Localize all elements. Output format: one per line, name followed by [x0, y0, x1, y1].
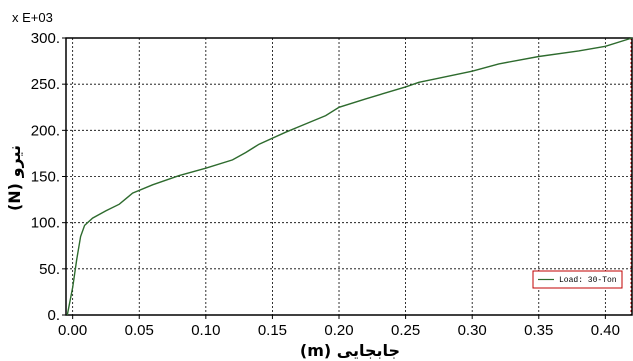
- y-tick-label: 50.: [39, 261, 60, 278]
- x-tick-label: 0.25: [391, 322, 420, 339]
- y-tick-label: 300.: [31, 30, 60, 47]
- y-axis-multiplier: x E+03: [12, 10, 53, 25]
- x-tick-label: 0.35: [524, 322, 553, 339]
- x-tick-label: 0.15: [258, 322, 287, 339]
- x-tick-label: 0.00: [58, 322, 87, 339]
- legend: Load: 30-Ton: [532, 270, 623, 289]
- legend-box: [532, 270, 623, 289]
- x-tick-label: 0.20: [324, 322, 353, 339]
- legend-label: Load: 30-Ton: [559, 276, 617, 285]
- series-layer: [66, 37, 633, 316]
- x-tick-label: 0.40: [591, 322, 620, 339]
- y-tick-label: 150.: [31, 169, 60, 186]
- x-axis-title: جابجایی (m): [300, 341, 400, 360]
- x-tick-label: 0.10: [191, 322, 220, 339]
- x-tick-label: 0.30: [458, 322, 487, 339]
- y-tick-label: 0.: [47, 307, 60, 324]
- y-tick-label: 200.: [31, 122, 60, 139]
- series-line: [66, 37, 633, 316]
- y-tick-label: 250.: [31, 76, 60, 93]
- y-tick-label: 100.: [31, 215, 60, 232]
- y-axis-title: نیرو (N): [5, 145, 24, 211]
- x-tick-label: 0.05: [125, 322, 154, 339]
- y-axis-ticks: 0. 50. 100. 150. 200. 250. 300.: [31, 30, 66, 324]
- x-axis-ticks: 0.00 0.05 0.10 0.15 0.20 0.25 0.30 0.35 0.40: [58, 315, 620, 339]
